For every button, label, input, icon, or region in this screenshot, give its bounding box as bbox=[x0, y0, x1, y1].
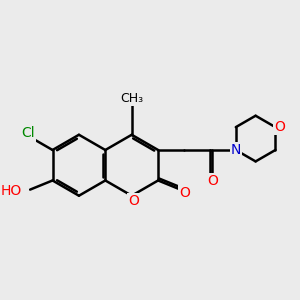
Text: O: O bbox=[274, 120, 285, 134]
Text: O: O bbox=[128, 194, 139, 208]
Text: N: N bbox=[231, 143, 241, 157]
Text: O: O bbox=[207, 174, 218, 188]
Text: HO: HO bbox=[0, 184, 22, 198]
Text: Cl: Cl bbox=[21, 126, 34, 140]
Text: CH₃: CH₃ bbox=[120, 92, 143, 105]
Text: O: O bbox=[179, 186, 190, 200]
